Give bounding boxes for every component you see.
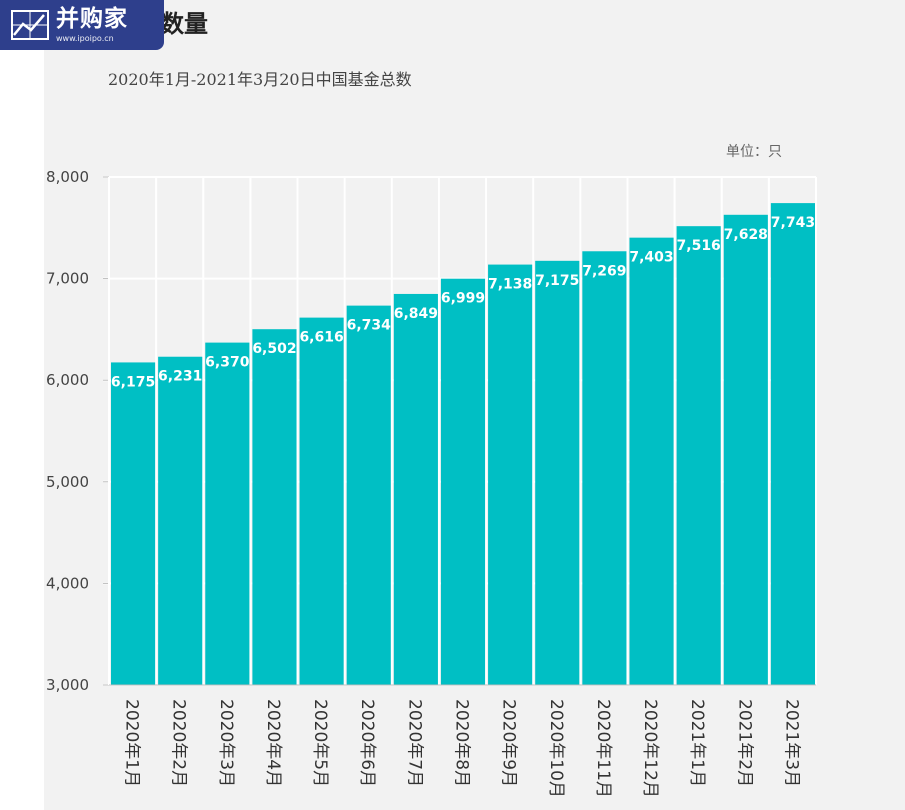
bar-value-label: 6,502 xyxy=(252,341,296,357)
x-tick-label: 2020年8月 xyxy=(452,699,472,787)
bar xyxy=(770,203,815,685)
unit-label: 单位：只 xyxy=(726,144,782,160)
bar xyxy=(393,293,438,685)
brand-logo: 并购家 www.ipoipo.cn xyxy=(0,0,164,50)
bar-value-label: 7,138 xyxy=(488,277,532,293)
bar xyxy=(252,329,297,685)
bar xyxy=(205,342,250,685)
bar xyxy=(440,278,486,685)
bar-value-label: 6,175 xyxy=(111,374,155,390)
bar xyxy=(723,214,768,685)
bar xyxy=(488,264,533,685)
x-tick-label: 2020年11月 xyxy=(593,699,613,798)
bar xyxy=(299,317,344,685)
x-tick-label: 2021年3月 xyxy=(781,699,801,787)
bar-value-label: 6,849 xyxy=(394,306,438,322)
y-tick-label: 8,000 xyxy=(46,168,89,186)
logo-url: www.ipoipo.cn xyxy=(56,33,114,43)
bar-value-label: 7,743 xyxy=(771,215,815,231)
x-tick-label: 2020年5月 xyxy=(310,699,330,787)
bar xyxy=(582,251,627,686)
bar xyxy=(535,260,580,685)
y-tick-label: 4,000 xyxy=(46,574,89,592)
bar-value-label: 7,269 xyxy=(582,263,626,279)
bar xyxy=(158,356,203,685)
bar-value-label: 7,175 xyxy=(535,273,579,289)
y-tick-label: 7,000 xyxy=(46,270,89,288)
bar xyxy=(111,362,156,685)
bar-value-label: 7,403 xyxy=(629,250,673,266)
y-tick-label: 3,000 xyxy=(46,676,89,694)
bar xyxy=(346,305,391,685)
x-tick-label: 2020年2月 xyxy=(169,699,189,787)
x-tick-label: 2021年1月 xyxy=(687,699,707,787)
logo-name: 并购家 xyxy=(56,5,128,32)
x-tick-label: 2020年7月 xyxy=(404,699,424,787)
x-tick-label: 2020年12月 xyxy=(640,699,660,798)
x-tick-label: 2020年3月 xyxy=(216,699,236,787)
bar xyxy=(676,226,721,686)
bar-value-label: 7,628 xyxy=(724,227,768,243)
bar-value-label: 6,734 xyxy=(347,318,392,334)
x-tick-label: 2021年2月 xyxy=(734,699,754,787)
y-tick-label: 6,000 xyxy=(46,371,89,389)
bar-value-label: 6,231 xyxy=(158,369,202,385)
y-tick-label: 5,000 xyxy=(46,473,89,491)
bar xyxy=(629,237,674,685)
x-tick-label: 2020年1月 xyxy=(122,699,142,787)
chart-subtitle: 2020年1月-2021年3月20日中国基金总数 xyxy=(108,70,412,89)
logo-chart-icon xyxy=(11,10,49,40)
x-tick-label: 2020年10月 xyxy=(546,699,566,798)
bar-value-label: 6,999 xyxy=(441,291,485,307)
bar-value-label: 6,370 xyxy=(205,355,250,371)
bar-value-label: 6,616 xyxy=(299,330,343,346)
x-tick-label: 2020年4月 xyxy=(263,699,283,787)
x-tick-label: 2020年6月 xyxy=(357,699,377,787)
bar-value-label: 7,516 xyxy=(677,238,721,254)
x-tick-label: 2020年9月 xyxy=(499,699,519,787)
